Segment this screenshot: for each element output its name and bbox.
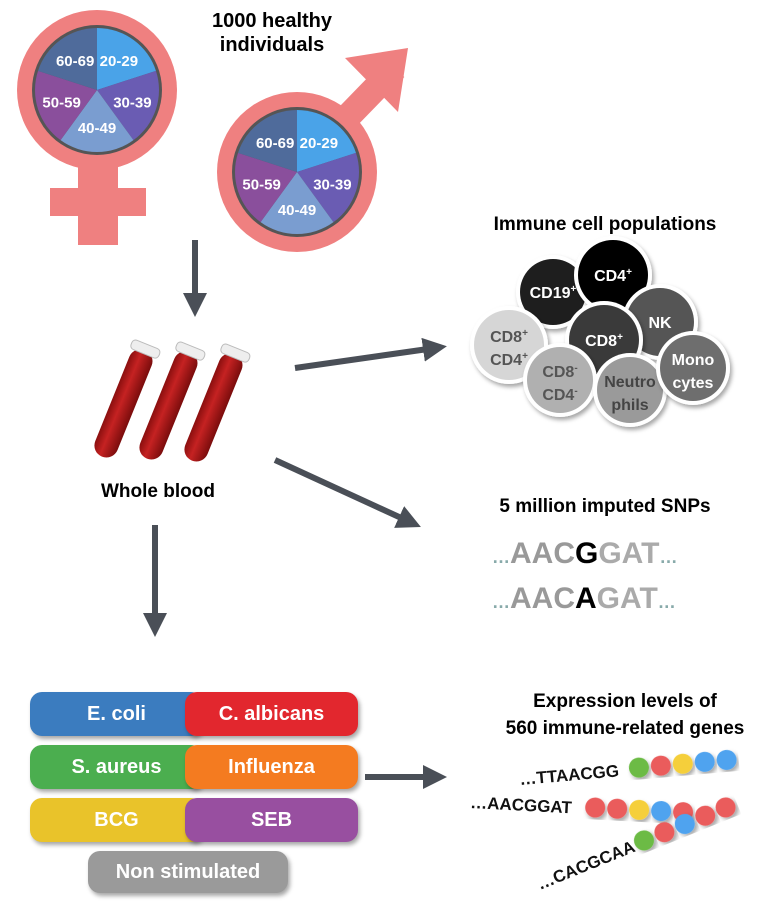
svg-text:CD8+: CD8+ [490, 328, 528, 346]
svg-text:CD19+: CD19+ [530, 284, 577, 302]
expression-bead [672, 753, 693, 774]
stimulus-c-albicans: C. albicans [185, 692, 358, 736]
female-age-pie: 20-29 30-39 40-49 50-59 60-69 [32, 25, 162, 155]
stimulus-influenza: Influenza [185, 745, 358, 789]
expression-rows: …TTAACGG …AACGGAT …CACGCAA [470, 749, 737, 894]
svg-text:CD4-: CD4- [542, 386, 577, 404]
stimulus-non-stimulated: Non stimulated [88, 851, 288, 893]
stimulus-seb: SEB [185, 798, 358, 842]
expression-bead [607, 798, 628, 819]
male-symbol: 20-29 30-39 40-49 50-59 60-69 [217, 48, 408, 252]
expression-bead [634, 830, 655, 851]
cell-cd8cd4: CD8- CD4- [523, 343, 597, 417]
svg-text:CD8-: CD8- [542, 363, 577, 381]
blood-tube [184, 343, 251, 462]
age-label: 40-49 [278, 202, 316, 219]
expression-bead [650, 755, 671, 776]
pie-slice-40-49 [60, 90, 134, 152]
expression-bead [716, 749, 737, 770]
immune-title: Immune cell populations [494, 214, 717, 235]
age-label: 30-39 [313, 176, 351, 193]
expression-bead [651, 801, 672, 822]
expression-title-line1: Expression levels of [533, 691, 717, 712]
age-label: 30-39 [113, 94, 151, 111]
arrow-to-immune-cells [294, 337, 447, 371]
pie-slice-50-59 [34, 70, 97, 141]
stimulus-e-coli: E. coli [30, 692, 203, 736]
snp-title: 5 million imputed SNPs [499, 496, 710, 517]
pie-slice-30-39 [97, 70, 159, 141]
stimulus-s-aureus: S. aureus [30, 745, 203, 789]
female-cross-horizontal [50, 188, 146, 216]
svg-text:NK: NK [648, 315, 672, 332]
expression-bead [628, 757, 649, 778]
expression-bead [629, 799, 650, 820]
male-age-pie: 20-29 30-39 40-49 50-59 60-69 [232, 107, 362, 237]
blood-tubes [94, 339, 251, 462]
gene-sequence: …TTAACGG [519, 761, 620, 789]
pie-slice-60-69 [38, 28, 97, 90]
svg-text:phils: phils [611, 397, 648, 414]
pie-slice-20-29 [97, 28, 156, 90]
male-arrow-head [345, 48, 408, 112]
expression-title-line2: 560 immune-related genes [506, 718, 745, 739]
age-label: 20-29 [100, 53, 138, 70]
svg-text:cytes: cytes [673, 375, 714, 392]
expression-bead [654, 822, 675, 843]
cell-monocytes: Mono cytes [656, 331, 730, 405]
blood-tube [139, 341, 206, 460]
snp-sequence: …AACAGAT… [492, 582, 676, 615]
svg-text:Neutro: Neutro [604, 374, 656, 391]
cell-neutrophils: Neutro phils [593, 353, 667, 427]
svg-text:CD4+: CD4+ [594, 267, 632, 285]
title-line2: individuals [220, 34, 324, 56]
female-symbol: 20-29 30-39 40-49 50-59 60-69 [17, 10, 177, 245]
svg-text:CD8+: CD8+ [585, 332, 623, 350]
expression-bead [715, 797, 736, 818]
arrow-to-snps [273, 457, 421, 528]
svg-text:CD4+: CD4+ [490, 351, 528, 369]
stimulus-bcg: BCG [30, 798, 203, 842]
snp-sequences: …AACGGAT… …AACAGAT… [492, 537, 677, 615]
title-line1: 1000 healthy [212, 10, 333, 32]
age-label: 40-49 [78, 120, 116, 137]
pie-slice-40-49 [260, 172, 334, 235]
pie-slice-60-69 [238, 110, 297, 172]
cell-cd19: CD19+ [516, 255, 590, 329]
age-label: 50-59 [42, 94, 80, 111]
snp-variant: A [575, 582, 597, 615]
age-label: 20-29 [300, 135, 338, 152]
age-label: 50-59 [242, 176, 280, 193]
snp-sequence: …AACGGAT… [492, 537, 677, 570]
cell-cd4: CD4+ [574, 236, 652, 314]
gene-sequence: …CACGCAA [534, 837, 637, 894]
whole-blood-label: Whole blood [101, 481, 215, 502]
expression-row: …TTAACGG [519, 749, 737, 789]
svg-text:Mono: Mono [672, 352, 715, 369]
snp-variant: G [575, 537, 598, 570]
pie-slice-30-39 [297, 152, 359, 223]
expression-bead [674, 813, 695, 834]
age-label: 60-69 [56, 53, 94, 70]
pie-slice-20-29 [297, 110, 356, 172]
immune-cells: CD19+ CD4+ NK CD8+ CD4+ CD8+ CD8- CD4- Neutro phi… [470, 236, 730, 427]
pie-slice-50-59 [235, 152, 297, 223]
expression-row: …AACGGAT [470, 793, 694, 823]
expression-bead [585, 797, 606, 818]
age-label: 60-69 [256, 135, 294, 152]
gene-sequence: …AACGGAT [470, 793, 573, 817]
blood-tube [94, 339, 161, 458]
expression-bead [694, 751, 715, 772]
expression-bead [695, 805, 716, 826]
